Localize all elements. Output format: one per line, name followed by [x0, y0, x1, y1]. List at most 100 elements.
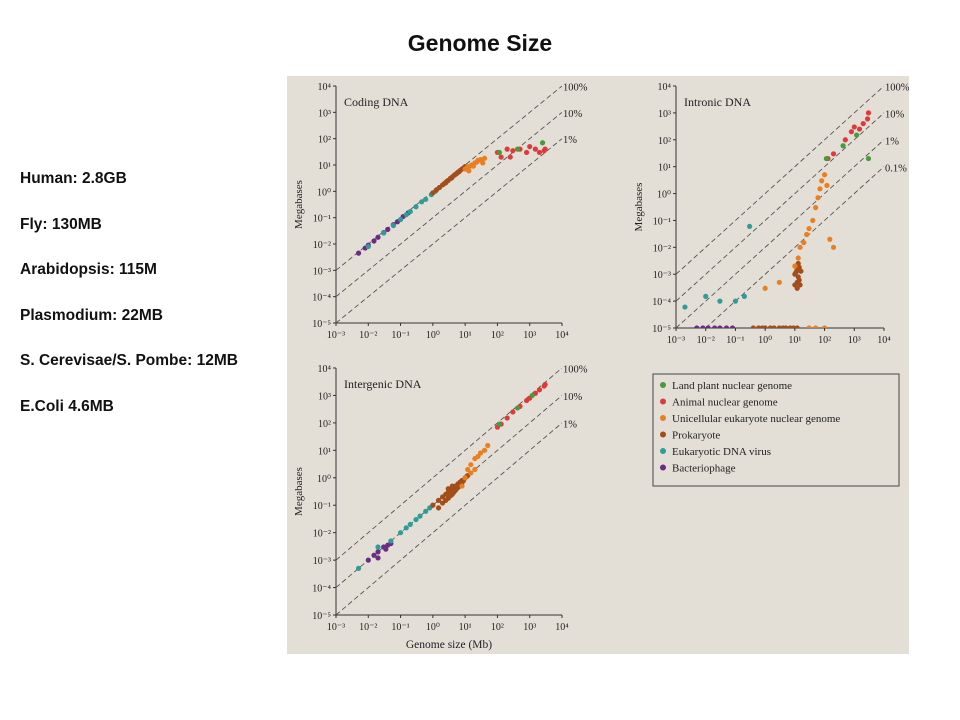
intronic-dna-series-unicellular-eukaryote-nuclear-genome: [762, 172, 837, 328]
coding-dna-y-tick-label: 10⁻¹: [313, 214, 331, 225]
coding-dna-ref-label: 100%: [563, 82, 588, 93]
intergenic-dna-y-tick-label: 10⁴: [318, 364, 332, 375]
intronic-dna-y-tick-label: 10⁻³: [653, 270, 671, 281]
intronic-dna-point: [798, 268, 804, 274]
intergenic-dna-point: [435, 505, 442, 511]
intergenic-dna-point: [504, 415, 510, 421]
fact-fly: Fly: 130MB: [20, 215, 102, 233]
intergenic-dna-ref-label: 100%: [563, 365, 588, 376]
intronic-dna-point: [741, 293, 747, 299]
intergenic-dna-point: [462, 475, 468, 481]
intronic-dna-x-tick-label: 10⁻²: [697, 335, 715, 346]
intronic-dna-x-tick-label: 10¹: [788, 335, 801, 346]
intergenic-dna-point: [496, 421, 502, 427]
coding-dna-point: [532, 146, 538, 152]
intergenic-dna-y-tick-label: 10⁻⁵: [312, 611, 331, 622]
intergenic-dna-panel: 10⁻⁵ 10⁻⁴ 10⁻³ 10⁻² 10⁻¹ 10⁰ 10¹ 10² 10³ 10⁴ 10⁻³ 1…: [293, 364, 588, 651]
intronic-dna-ref-label: 0.1%: [885, 163, 907, 174]
coding-dna-y-tick-label: 10⁻⁵: [312, 319, 331, 330]
intronic-dna-series-prokaryote: [750, 260, 804, 328]
intronic-dna-x-tick-label: 10⁰: [758, 335, 772, 346]
intergenic-dna-point: [445, 486, 451, 492]
coding-dna-ref-line: [336, 138, 562, 323]
intronic-dna-x-tick-label: 10²: [818, 335, 831, 346]
coding-dna-x-tick-label: 10⁻¹: [391, 330, 409, 341]
intronic-dna-point: [783, 325, 789, 328]
intronic-dna-point: [762, 285, 768, 291]
fact-plasmodium: Plasmodium: 22MB: [20, 306, 163, 324]
intergenic-dna-point: [514, 405, 521, 411]
coding-dna-point: [403, 212, 409, 218]
intronic-dna-point: [810, 217, 816, 224]
intronic-dna-point: [830, 151, 837, 157]
intronic-dna-point: [682, 304, 688, 310]
coding-dna-x-tick-label: 10³: [523, 330, 536, 341]
coding-dna-point: [385, 226, 391, 232]
coding-dna-ref-line: [336, 111, 562, 298]
coding-dna-x-tick-label: 10⁰: [426, 330, 440, 341]
coding-dna-ref-label: 1%: [563, 135, 577, 146]
intronic-dna-point: [864, 116, 871, 122]
intergenic-dna-x-tick-label: 10¹: [459, 622, 472, 633]
intronic-dna-ref-line: [676, 86, 884, 275]
fact-arabidopsis: Arabidopsis: 115M: [20, 261, 157, 279]
intergenic-dna-point: [481, 447, 488, 453]
coding-dna-point: [448, 175, 455, 181]
intronic-dna-y-axis-label: Megabases: [633, 183, 645, 232]
coding-dna-point: [381, 230, 387, 236]
coding-dna-point: [466, 168, 472, 174]
intergenic-dna-ref-line: [336, 422, 562, 615]
coding-dna-point: [355, 250, 362, 256]
intronic-dna-point: [732, 298, 739, 304]
intergenic-dna-point: [447, 493, 454, 499]
coding-dna-y-tick-label: 10³: [318, 108, 331, 119]
genome-size-figure: 10⁻⁵ 10⁻⁴ 10⁻³ 10⁻² 10⁻¹ 10⁰ 10¹ 10² 10³ 10⁴ 10⁻³ 1…: [287, 76, 910, 654]
intergenic-dna-ref-label: 1%: [563, 419, 577, 430]
intronic-dna-point: [694, 325, 700, 328]
fact-yeast: S. Cerevisae/S. Pombe: 12MB: [20, 352, 238, 370]
intronic-dna-point: [792, 282, 798, 288]
intronic-dna-point: [795, 255, 801, 261]
intergenic-dna-point: [435, 497, 442, 503]
legend-label-prokaryote: Prokaryote: [672, 430, 720, 442]
coding-dna-point: [365, 243, 371, 250]
coding-dna-point: [375, 234, 381, 240]
coding-dna-point: [507, 154, 513, 160]
coding-dna-point: [504, 146, 510, 152]
intergenic-dna-point: [375, 555, 381, 561]
intergenic-dna-point: [388, 538, 394, 544]
intergenic-dna-point: [423, 508, 429, 514]
coding-dna-point: [397, 216, 404, 223]
intronic-dna-point: [729, 325, 736, 328]
intronic-dna-y-tick-label: 10³: [658, 109, 671, 120]
coding-dna-point: [456, 169, 462, 175]
intronic-dna-point: [856, 126, 863, 132]
intronic-dna-point: [705, 325, 711, 328]
intronic-dna-ref-label: 10%: [885, 110, 905, 121]
intronic-dna-point: [747, 223, 753, 230]
legend-label-unicellular-eukaryote-nuclear-genome: Unicellular eukaryote nuclear genome: [672, 413, 840, 425]
intergenic-dna-series-land-plant-nuclear-genome: [496, 392, 535, 427]
intronic-dna-point: [854, 132, 860, 138]
intronic-dna-point: [842, 137, 848, 143]
intronic-dna-ref-label: 100%: [885, 83, 909, 94]
intronic-dna-point: [865, 155, 872, 162]
coding-dna-x-tick-label: 10⁻²: [359, 330, 377, 341]
intronic-dna-y-tick-label: 10⁻⁴: [652, 297, 671, 308]
intronic-dna-point: [817, 186, 823, 192]
intronic-dna-point: [806, 225, 812, 232]
coding-dna-y-tick-label: 10⁰: [317, 187, 331, 198]
coding-dna-point: [390, 222, 397, 229]
coding-dna-point: [542, 146, 548, 152]
intronic-dna-point: [840, 143, 846, 149]
legend-label-bacteriophage: Bacteriophage: [672, 463, 736, 475]
coding-dna-point: [407, 208, 413, 215]
intronic-dna-y-tick-label: 10¹: [658, 163, 671, 174]
intergenic-dna-point: [451, 489, 457, 495]
coding-dna-panel: 10⁻⁵ 10⁻⁴ 10⁻³ 10⁻² 10⁻¹ 10⁰ 10¹ 10² 10³ 10⁴ 10⁻³ 1…: [293, 82, 588, 341]
intergenic-dna-ref-line: [336, 368, 562, 561]
coding-dna-point: [496, 149, 502, 156]
intronic-dna-point: [860, 120, 866, 127]
intergenic-dna-point: [485, 442, 491, 449]
intergenic-dna-point: [430, 502, 436, 508]
